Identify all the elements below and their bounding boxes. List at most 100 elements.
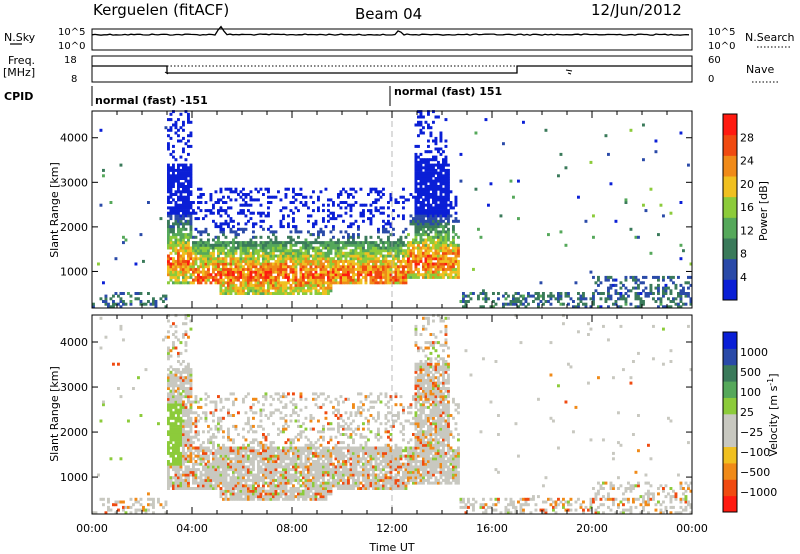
heatmap-cell [267,292,270,295]
heatmap-cell [237,411,240,415]
colorbar-tick-label: 28 [740,131,754,144]
heatmap-cell [172,400,175,404]
heatmap-cell [524,300,528,303]
heatmap-cell [257,484,260,488]
heatmap-cell [322,203,325,207]
heatmap-cell [457,259,460,263]
heatmap-cell [352,275,355,279]
heatmap-cell [192,211,195,215]
heatmap-cell [199,259,203,263]
heatmap-cell [677,305,680,309]
heatmap-cell [444,214,448,218]
heatmap-cell [294,476,298,480]
heatmap-cell [202,246,205,250]
heatmap-cell [274,246,278,250]
heatmap-cell [244,473,248,477]
heatmap-cell [244,460,248,463]
heatmap-cell [172,257,175,261]
heatmap-cell [607,305,610,309]
heatmap-cell [222,460,225,463]
heatmap-cell [179,112,183,116]
power-heatmap [92,110,693,309]
heatmap-cell [244,411,248,415]
heatmap-cell [327,286,330,290]
heatmap-cell [292,262,295,266]
heatmap-cell [427,238,430,242]
heatmap-cell [442,209,445,213]
heatmap-cell [389,222,393,226]
heatmap-cell [439,187,443,191]
heatmap-cell [272,468,275,472]
heatmap-cell [522,120,525,124]
heatmap-cell [189,392,193,396]
heatmap-cell [227,195,230,199]
heatmap-cell [284,449,288,453]
heatmap-cell [434,225,438,229]
heatmap-cell [444,241,448,245]
heatmap-cell [322,292,325,295]
heatmap-cell [229,289,233,293]
heatmap-cell [199,270,203,274]
heatmap-cell [172,387,175,390]
heatmap-cell [167,349,170,353]
heatmap-cell [244,254,248,258]
heatmap-cell [204,241,208,245]
heatmap-cell [659,300,663,303]
heatmap-cell [172,487,175,490]
heatmap-cell [274,278,278,282]
heatmap-cell [664,286,668,290]
heatmap-cell [424,225,428,229]
heatmap-cell [464,294,468,298]
heatmap-cell [189,422,193,426]
heatmap-cell [252,449,255,453]
heatmap-cell [257,470,260,474]
heatmap-cell [242,267,245,271]
heatmap-cell [187,397,190,401]
heatmap-cell [179,126,183,130]
heatmap-cell [299,451,303,455]
heatmap-cell [99,203,103,207]
heatmap-cell [307,281,310,285]
heatmap-cell [229,438,233,442]
heatmap-cell [299,454,303,458]
heatmap-cell [354,273,358,277]
heatmap-cell [267,281,270,285]
heatmap-cell [252,235,255,239]
heatmap-cell [437,249,440,253]
heatmap-cell [177,400,180,404]
heatmap-cell [109,457,113,461]
heatmap-cell [377,270,380,274]
heatmap-cell [227,397,230,401]
heatmap-cell [274,392,278,396]
heatmap-cell [232,270,235,274]
heatmap-cell [174,222,178,226]
heatmap-cell [577,305,580,309]
heatmap-cell [267,275,270,279]
heatmap-cell [539,300,543,303]
heatmap-cell [444,249,448,253]
heatmap-cell [204,462,208,466]
heatmap-cell [267,235,270,239]
heatmap-cell [414,262,418,266]
heatmap-cell [434,246,438,250]
heatmap-cell [432,238,435,242]
heatmap-cell [177,416,180,420]
heatmap-cell [472,292,475,295]
heatmap-cell [372,265,375,269]
heatmap-cell [289,443,293,447]
heatmap-cell [187,438,190,442]
heatmap-cell [284,262,288,266]
heatmap-cell [519,302,523,306]
heatmap-cell [194,397,198,401]
heatmap-cell [217,265,220,269]
heatmap-cell [197,270,200,274]
heatmap-cell [292,217,295,221]
heatmap-cell [452,227,455,231]
heatmap-cell [184,219,188,223]
heatmap-cell [172,267,175,271]
heatmap-cell [589,297,593,301]
heatmap-cell [177,243,180,247]
heatmap-cell [234,484,238,488]
heatmap-cell [212,267,215,271]
heatmap-cell [347,233,350,237]
